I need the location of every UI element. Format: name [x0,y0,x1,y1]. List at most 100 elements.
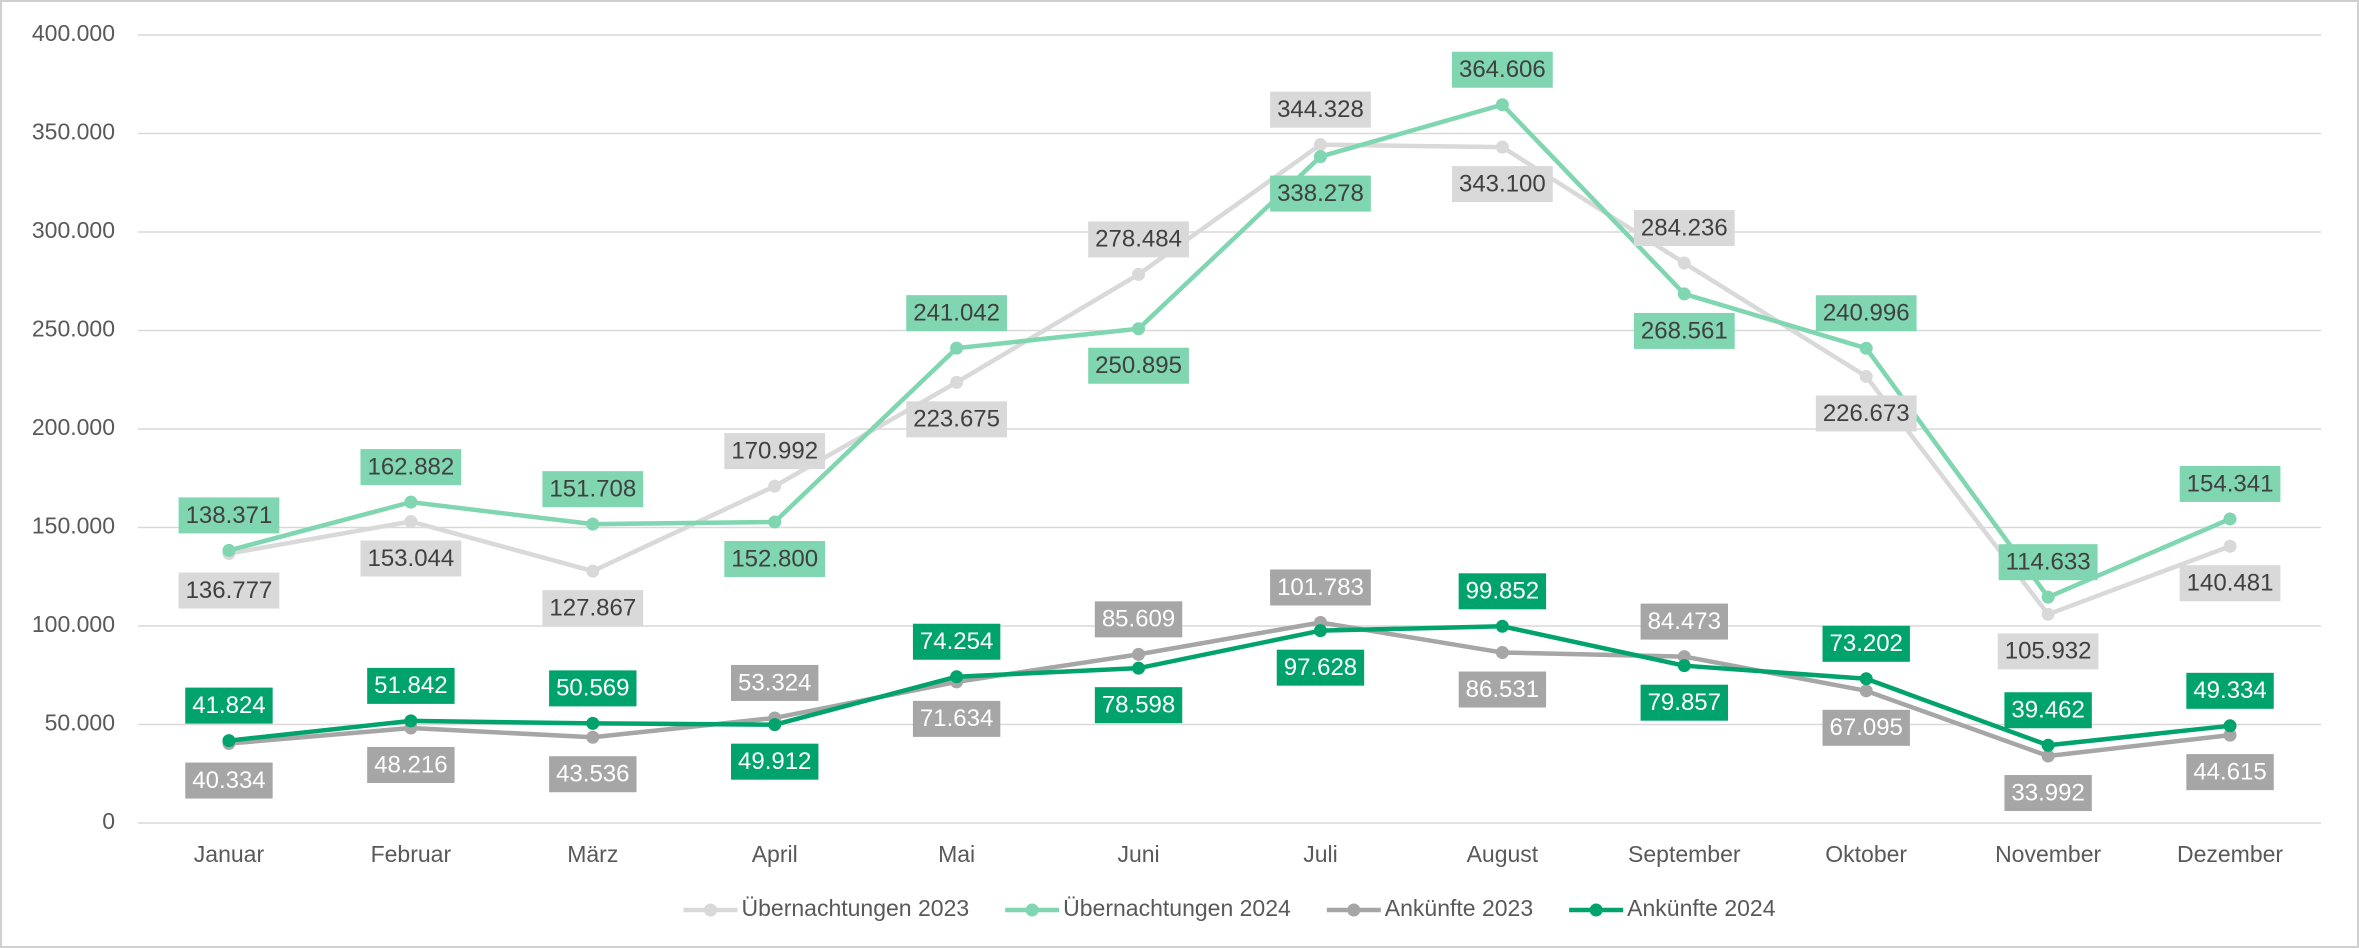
x-tick-label: Dezember [2177,841,2283,867]
data-point [950,375,964,389]
data-point [222,543,236,557]
data-label-box [1276,649,1365,686]
data-label-box [1815,295,1917,332]
data-point [404,495,418,509]
data-label-box [542,471,644,508]
data-label-text: 74.254 [920,628,993,655]
data-point [1313,624,1327,638]
data-point [768,718,782,732]
data-point [586,730,600,744]
data-point [768,479,782,493]
data-point [1132,661,1146,675]
data-label-text: 105.932 [2005,638,2092,665]
data-label-box [549,670,637,707]
series-line [228,624,2231,748]
data-label-text: 338.278 [1277,180,1364,207]
x-tick-label: März [567,841,618,867]
data-point [1859,684,1873,698]
data-point [586,716,600,730]
x-tick-label: Januar [194,841,265,867]
data-label-text: 170.992 [731,437,818,464]
x-tick-label: Mai [938,841,975,867]
data-label-box [542,590,644,627]
data-label: 136.777 [178,572,280,609]
data-point [2223,512,2237,526]
data-label-box [185,762,273,799]
y-tick-label: 200.000 [32,414,115,440]
data-label-box [1088,347,1189,384]
legend-swatch-marker [704,903,718,917]
data-point [1132,322,1146,336]
data-label-text: 268.561 [1641,317,1728,344]
data-label-text: 78.598 [1102,692,1175,719]
data-point [1677,650,1691,664]
y-tick-label: 0 [102,808,115,834]
data-point [404,714,418,728]
data-label-box [1270,175,1371,212]
data-label-text: 138.371 [186,502,273,529]
data-label-text: 240.996 [1823,300,1910,327]
data-label: 85.609 [1094,601,1183,638]
data-label-box [1458,573,1547,610]
data-label: 240.996 [1815,295,1917,332]
data-label-box [360,540,462,577]
data-label: 49.334 [2186,672,2274,709]
data-point [1132,267,1146,281]
legend: Übernachtungen 2023 Übernachtungen 2024 An… [683,895,1776,921]
data-label-text: 114.633 [2006,549,2091,576]
data-label: 73.202 [1822,625,1910,662]
y-tick-label: 150.000 [32,513,115,539]
y-tick-label: 350.000 [32,119,115,145]
data-label: 153.044 [360,540,462,577]
data-label-text: 49.334 [2193,677,2266,704]
data-point [1677,659,1691,673]
data-point [1859,369,1873,383]
data-label-text: 84.473 [1648,608,1721,635]
x-tick-label: Juli [1303,841,1338,867]
data-point [1132,647,1146,661]
data-label-text: 151.708 [549,475,636,502]
data-label-box [185,687,273,724]
data-label: 71.634 [912,700,1001,737]
data-label-box [1094,687,1183,724]
data-label: 97.628 [1276,649,1365,686]
series-line [228,620,2231,759]
y-tick-label: 100.000 [32,611,115,637]
y-tick-label: 250.000 [32,316,115,342]
data-label-text: 223.675 [913,406,1000,433]
data-label: 344.328 [1270,91,1371,128]
data-label-text: 101.783 [1277,574,1364,601]
data-label-box [1633,312,1735,349]
data-point [1859,672,1873,686]
data-label-box [906,295,1008,332]
data-label: 284.236 [1633,210,1735,247]
data-label-box [1458,671,1547,708]
data-label-text: 140.481 [2187,570,2274,597]
legend-label: Übernachtungen 2024 [1063,895,1291,921]
data-label: 48.216 [367,747,455,784]
x-tick-label: November [1995,841,2101,867]
data-point [950,670,964,684]
data-label-box [1815,395,1917,432]
data-label-box [2004,775,2092,812]
data-label-box [178,572,280,609]
data-label-box [1094,601,1183,638]
data-label: 74.254 [912,623,1001,660]
data-label-text: 71.634 [920,705,993,732]
data-label: 250.895 [1088,347,1189,384]
legend-item: Ankünfte 2023 [1326,895,1533,921]
data-label-text: 85.609 [1102,606,1175,633]
y-tick-label: 50.000 [45,710,115,736]
legend-label: Übernachtungen 2023 [742,895,970,921]
data-label: 278.484 [1088,221,1189,258]
data-label: 86.531 [1458,671,1547,708]
data-label: 33.992 [2004,775,2092,812]
data-label: 140.481 [2179,565,2281,602]
data-label-text: 67.095 [1830,714,1903,741]
data-label: 170.992 [724,433,826,470]
x-tick-label: Oktober [1825,841,1907,867]
x-tick-label: Februar [371,841,452,867]
data-label-box [1822,709,1910,746]
data-point [1313,150,1327,164]
data-label-box [367,747,455,784]
